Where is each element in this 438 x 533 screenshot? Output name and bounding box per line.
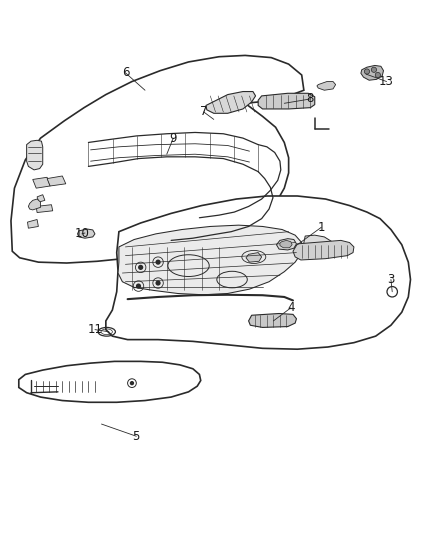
Text: 13: 13: [379, 75, 394, 88]
Polygon shape: [106, 196, 410, 349]
Text: 7: 7: [200, 106, 208, 118]
Polygon shape: [78, 229, 95, 238]
Text: 3: 3: [387, 273, 395, 286]
Polygon shape: [28, 199, 41, 210]
Text: 6: 6: [122, 66, 129, 79]
Polygon shape: [249, 313, 297, 327]
Polygon shape: [280, 240, 292, 248]
Polygon shape: [28, 220, 39, 228]
Polygon shape: [304, 235, 333, 256]
Polygon shape: [47, 176, 66, 186]
Circle shape: [371, 67, 377, 72]
Circle shape: [375, 72, 381, 78]
Polygon shape: [246, 253, 261, 262]
Polygon shape: [37, 195, 45, 202]
Circle shape: [138, 265, 143, 270]
Text: 5: 5: [133, 430, 140, 443]
Polygon shape: [11, 55, 304, 263]
Text: 10: 10: [74, 228, 89, 240]
Polygon shape: [361, 66, 384, 80]
Polygon shape: [276, 239, 297, 250]
Circle shape: [136, 284, 141, 289]
Text: 11: 11: [88, 323, 102, 336]
Polygon shape: [27, 140, 43, 170]
Text: 1: 1: [318, 221, 325, 234]
Text: 9: 9: [170, 132, 177, 144]
Circle shape: [155, 260, 161, 265]
Polygon shape: [258, 93, 315, 109]
Polygon shape: [206, 92, 255, 114]
Polygon shape: [317, 82, 336, 90]
Circle shape: [364, 69, 370, 74]
Polygon shape: [293, 240, 354, 260]
Polygon shape: [118, 225, 302, 295]
Polygon shape: [33, 177, 50, 188]
Circle shape: [130, 381, 134, 385]
Text: 4: 4: [287, 301, 295, 314]
Polygon shape: [19, 361, 201, 402]
Text: 8: 8: [307, 92, 314, 106]
Polygon shape: [36, 205, 53, 213]
Circle shape: [155, 280, 161, 286]
